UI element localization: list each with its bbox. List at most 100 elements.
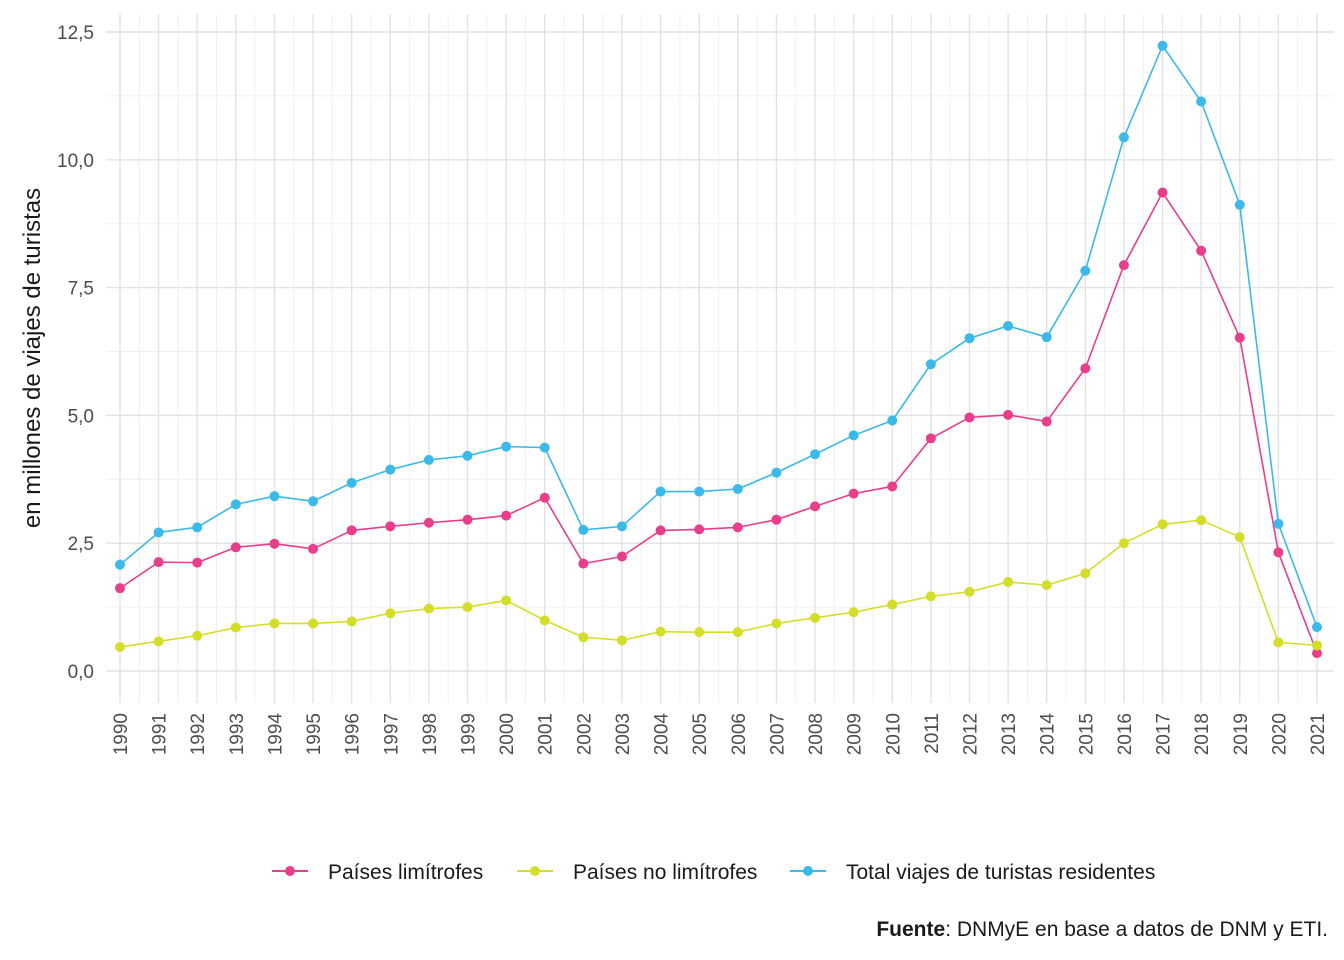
data-point (1234, 199, 1245, 210)
data-point (964, 586, 975, 597)
data-point (694, 627, 705, 638)
data-point (887, 599, 898, 610)
data-point (732, 522, 743, 533)
data-point (1003, 409, 1014, 420)
data-point (616, 635, 627, 646)
data-point (501, 441, 512, 452)
data-point (964, 333, 975, 344)
data-point (578, 632, 589, 643)
data-point (1118, 538, 1129, 549)
data-point (153, 557, 164, 568)
x-tick-label: 2012 (960, 713, 981, 755)
data-point (1312, 640, 1322, 651)
data-point (346, 616, 357, 627)
data-point (1080, 568, 1091, 579)
data-point (655, 486, 666, 497)
data-point (1118, 132, 1129, 143)
data-point (1080, 363, 1091, 374)
data-point (539, 615, 550, 626)
data-point (771, 467, 782, 478)
data-point (1312, 648, 1322, 659)
data-point (732, 484, 743, 495)
data-point (925, 433, 936, 444)
x-tick-label: 2007 (767, 713, 788, 755)
data-point (1157, 519, 1168, 530)
data-point (1273, 637, 1284, 648)
data-point (1003, 577, 1014, 588)
data-point (501, 510, 512, 521)
series-line (119, 519, 1318, 648)
x-tick-label: 2013 (999, 713, 1020, 755)
source-label: Fuente (876, 918, 946, 941)
data-point (655, 525, 666, 536)
data-point (1041, 332, 1052, 343)
data-point (308, 496, 319, 507)
data-point (810, 501, 821, 512)
y-axis-label: en millones de viajes de turistas (19, 188, 46, 528)
x-tick-label: 1993 (227, 713, 248, 755)
x-axis-ticks: 1990 1991 1992 1993 1994 1995 1996 1997 1998 1999… (111, 713, 1329, 756)
data-point (771, 618, 782, 629)
data-point (771, 514, 782, 525)
y-tick-label: 0,0 (68, 662, 94, 683)
x-tick-label: 2014 (1038, 713, 1059, 756)
data-point (423, 603, 434, 614)
data-point (153, 636, 164, 647)
data-point (308, 618, 319, 629)
y-tick-label: 12,5 (57, 23, 94, 44)
x-tick-label: 2018 (1192, 713, 1213, 755)
data-point (1234, 332, 1245, 343)
data-point (578, 558, 589, 569)
legend-key-point (530, 866, 540, 876)
x-tick-label: 1990 (111, 713, 132, 755)
x-tick-label: 2009 (845, 713, 866, 755)
data-point (964, 412, 975, 423)
y-axis-ticks: 0,0 2,5 5,0 7,5 10,0 12,5 (57, 23, 94, 683)
data-point (115, 559, 125, 570)
data-point (308, 543, 319, 554)
x-tick-label: 2016 (1115, 713, 1136, 755)
y-tick-label: 7,5 (68, 279, 94, 300)
grid-minor (106, 14, 1334, 703)
x-tick-label: 2001 (536, 713, 557, 755)
data-point (887, 415, 898, 426)
data-point (423, 517, 434, 528)
data-point (115, 583, 125, 594)
data-point (578, 524, 589, 535)
x-tick-label: 2021 (1308, 713, 1329, 755)
data-point (1041, 580, 1052, 591)
data-point (1003, 320, 1014, 331)
x-tick-label: 2020 (1269, 713, 1290, 755)
x-tick-label: 2011 (922, 713, 943, 754)
x-tick-label: 2008 (806, 713, 827, 755)
data-point (269, 618, 280, 629)
x-tick-label: 2003 (613, 713, 634, 755)
x-tick-label: 2000 (497, 713, 518, 755)
x-tick-label: 2006 (729, 713, 750, 755)
data-point (1196, 245, 1207, 256)
data-point (848, 607, 859, 618)
data-point (153, 527, 164, 538)
data-point (346, 525, 357, 536)
data-point (810, 612, 821, 623)
data-point (694, 524, 705, 535)
data-point (1273, 547, 1284, 558)
y-tick-label: 10,0 (57, 151, 94, 172)
data-point (616, 521, 627, 532)
data-point (1312, 622, 1322, 633)
grid-major (106, 14, 1334, 703)
series-line (119, 191, 1318, 654)
data-point (501, 595, 512, 606)
series-line (119, 45, 1318, 628)
x-tick-label: 1996 (343, 713, 364, 755)
data-point (1041, 416, 1052, 427)
data-point (810, 449, 821, 460)
data-point (1196, 515, 1207, 526)
data-point (1273, 518, 1284, 529)
x-tick-label: 2002 (574, 713, 595, 755)
data-point (848, 430, 859, 441)
data-point (230, 499, 241, 510)
legend-key-point (803, 866, 813, 876)
data-point (115, 641, 125, 652)
x-tick-label: 2017 (1154, 713, 1175, 755)
